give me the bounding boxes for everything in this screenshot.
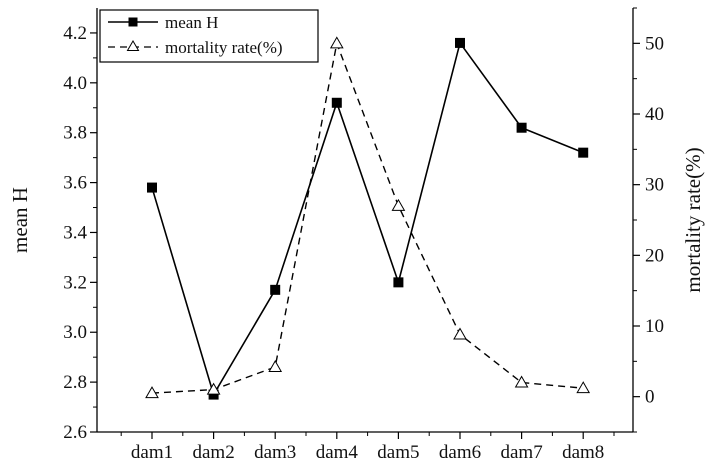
x-tick-label: dam5 xyxy=(377,442,419,463)
series-line-mortality xyxy=(151,40,584,394)
y-left-tick-label: 3.2 xyxy=(63,272,87,293)
y-left-tick-label: 4.0 xyxy=(63,73,87,94)
data-point-mortality xyxy=(576,381,591,394)
y-right-axis-title: mortality rate(%) xyxy=(681,147,705,292)
data-point-mortality xyxy=(329,36,344,49)
y-left-tick-label: 4.2 xyxy=(63,23,87,44)
x-tick-label: dam6 xyxy=(439,442,481,463)
data-point-mortality xyxy=(453,327,467,340)
legend-marker-triangle xyxy=(126,40,140,51)
data-point-mean-h xyxy=(516,122,527,133)
data-point-mean-h xyxy=(331,97,342,108)
data-point-mortality xyxy=(206,382,221,395)
y-right-tick-label: 10 xyxy=(645,316,664,337)
x-tick-label: dam7 xyxy=(500,442,542,463)
data-point-mean-h xyxy=(147,182,157,193)
data-point-mortality xyxy=(268,359,283,372)
y-left-tick-label: 2.6 xyxy=(63,422,87,443)
y-left-axis-title: mean H xyxy=(8,187,32,253)
legend-label-mortality: mortality rate(%) xyxy=(165,38,283,57)
legend-marker-square xyxy=(128,17,138,27)
data-point-mortality xyxy=(145,386,159,399)
y-right-tick-label: 0 xyxy=(645,387,655,408)
y-left-tick-label: 3.0 xyxy=(63,322,87,343)
data-point-mortality xyxy=(391,198,406,211)
y-right-tick-label: 40 xyxy=(645,104,664,125)
y-left-tick-label: 2.8 xyxy=(63,372,87,393)
y-left-tick-label: 3.4 xyxy=(63,222,87,243)
x-tick-label: dam8 xyxy=(562,442,604,463)
data-point-mean-h xyxy=(578,147,589,158)
data-point-mortality xyxy=(514,375,529,388)
y-right-tick-label: 20 xyxy=(645,245,664,266)
series-layer xyxy=(145,36,591,400)
axes-layer: 2.6 2.8 3.0 3.2 3.4 3.6 3.8 4.0 4.2 0 10 20 30 40 50 da… xyxy=(8,7,705,463)
x-tick-label: dam1 xyxy=(131,442,173,463)
series-line-mean-h xyxy=(151,41,584,397)
y-right-tick-label: 50 xyxy=(645,33,664,54)
x-tick-label: dam4 xyxy=(316,442,359,463)
y-right-tick-label: 30 xyxy=(645,175,664,196)
data-point-mean-h xyxy=(393,277,404,288)
y-left-tick-label: 3.8 xyxy=(63,123,87,144)
data-point-mean-h xyxy=(455,37,465,48)
legend-label-mean-h: mean H xyxy=(165,13,218,32)
x-tick-label: dam2 xyxy=(192,442,234,463)
y-left-tick-label: 3.6 xyxy=(63,173,87,194)
x-tick-label: dam3 xyxy=(254,442,296,463)
data-point-mean-h xyxy=(270,284,281,295)
legend: mean H mortality rate(%) xyxy=(99,9,319,63)
